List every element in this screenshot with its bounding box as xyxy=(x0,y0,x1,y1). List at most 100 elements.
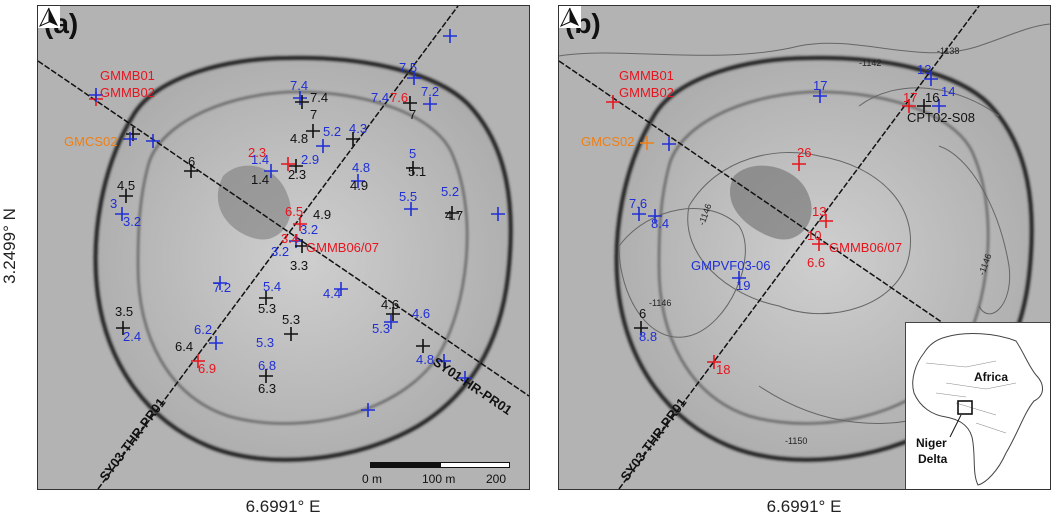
sample-marker xyxy=(458,371,472,385)
value-label: 26 xyxy=(797,145,811,160)
sample-marker xyxy=(437,354,451,368)
sample-marker xyxy=(116,321,130,335)
sample-marker xyxy=(361,403,375,417)
sample-marker xyxy=(89,88,103,102)
value-label: 8.4 xyxy=(651,216,669,231)
label-gmcs02: GMCS02 xyxy=(581,134,634,149)
value-label: 5.3 xyxy=(256,335,274,350)
label-gmmb06-07: GMMB06/07 xyxy=(306,240,379,255)
value-label: 19 xyxy=(736,278,750,293)
label-cpt02-s08: CPT02-S08 xyxy=(907,110,975,125)
sample-marker xyxy=(813,89,827,103)
value-label: 6.3 xyxy=(258,381,276,396)
value-label: 4.8 xyxy=(290,131,308,146)
scale-tick-100: 100 m xyxy=(422,472,456,486)
value-label: 5 xyxy=(409,146,416,161)
value-label: 7 xyxy=(310,107,317,122)
crater-rim xyxy=(93,55,513,462)
sample-marker xyxy=(306,124,320,138)
sample-marker xyxy=(209,336,223,350)
sample-marker xyxy=(924,72,938,86)
sample-marker xyxy=(932,99,946,113)
value-label: 5.2 xyxy=(323,124,341,139)
profile-line-sy03 xyxy=(97,6,459,489)
north-arrow-icon xyxy=(559,6,581,28)
value-label: 10 xyxy=(807,228,821,243)
sample-marker xyxy=(293,217,307,231)
value-label: 5.5 xyxy=(399,189,417,204)
sample-marker xyxy=(404,202,418,216)
label-gmmb01: GMMB01 xyxy=(100,68,155,83)
value-label: 4.7 xyxy=(445,208,463,223)
value-label: 13 xyxy=(917,62,931,77)
value-label: 2.3 xyxy=(288,167,306,182)
sample-marker xyxy=(384,315,398,329)
value-label: 18 xyxy=(716,362,730,377)
sample-marker xyxy=(289,159,303,173)
sample-marker xyxy=(902,99,916,113)
value-label: 3.5 xyxy=(115,304,133,319)
contour-label: -1146 xyxy=(649,298,671,308)
sample-marker xyxy=(123,132,137,146)
sample-markers-b xyxy=(606,72,946,369)
scale-tick-0: 0 m xyxy=(362,472,383,486)
contour-label: -1142 xyxy=(859,58,881,68)
sample-marker xyxy=(732,271,746,285)
sample-marker xyxy=(917,99,931,113)
value-label: 14 xyxy=(941,84,955,99)
map-a-svg: GMMB01 GMMB02 2.3 7.6 6.5 3.4 GMMB06/07 … xyxy=(38,6,529,489)
sample-marker xyxy=(295,239,309,253)
value-label: 2.3 xyxy=(248,145,266,160)
map-panel-b: GMMB01 GMMB02 17 26 13 10 GMMB06/07 6.6 … xyxy=(558,5,1051,490)
value-label: 17 xyxy=(813,78,827,93)
sample-marker xyxy=(648,209,662,223)
sample-marker xyxy=(819,214,833,228)
y-axis-label: 3.2499° N xyxy=(0,208,19,284)
sample-marker xyxy=(443,29,457,43)
inset-label-delta: Delta xyxy=(918,452,948,466)
value-label: 5.3 xyxy=(372,321,390,336)
value-label: 7.6 xyxy=(390,90,408,105)
value-label: 4.4 xyxy=(323,286,341,301)
value-label: 3.4 xyxy=(281,231,299,246)
sample-marker xyxy=(119,189,133,203)
label-gmmb06-07: GMMB06/07 xyxy=(829,240,902,255)
value-label: 7.6 xyxy=(629,196,647,211)
map-panel-a: GMMB01 GMMB02 2.3 7.6 6.5 3.4 GMMB06/07 … xyxy=(37,5,530,490)
value-label: 13 xyxy=(812,204,826,219)
sample-marker xyxy=(351,174,365,188)
sample-marker xyxy=(213,276,227,290)
profile-line-sy03 xyxy=(618,6,980,489)
value-label: 4.6 xyxy=(381,297,399,312)
label-gmmb02: GMMB02 xyxy=(100,85,155,100)
sample-marker xyxy=(316,139,330,153)
value-label: 3.2 xyxy=(123,214,141,229)
value-label: 4.3 xyxy=(349,121,367,136)
scale-tick-200: 200 m xyxy=(486,472,507,489)
inner-rim xyxy=(136,90,469,425)
sample-marker xyxy=(115,207,129,221)
value-label: 7.4 xyxy=(290,78,308,93)
value-label: 4.6 xyxy=(412,306,430,321)
value-label: 7.4 xyxy=(371,90,389,105)
value-label: 6.2 xyxy=(194,322,212,337)
value-label: 6.8 xyxy=(258,358,276,373)
africa-inset-map: Africa Niger Delta xyxy=(905,322,1050,489)
value-label: 6.6 xyxy=(807,255,825,270)
sample-marker xyxy=(640,136,654,150)
value-label: 5.1 xyxy=(408,164,426,179)
sample-marker xyxy=(423,97,437,111)
value-label: 1.4 xyxy=(251,152,269,167)
sample-marker xyxy=(334,282,348,296)
sample-marker xyxy=(191,354,205,368)
profile-line-sy01 xyxy=(38,60,529,397)
profile-line-sy01 xyxy=(559,60,1050,397)
sample-marker xyxy=(812,237,826,251)
central-depression xyxy=(729,165,812,240)
inset-label-niger: Niger xyxy=(916,436,947,450)
value-label: 7.5 xyxy=(399,60,417,75)
sample-marker xyxy=(346,132,360,146)
value-label: 7.4 xyxy=(310,90,328,105)
crater-body xyxy=(95,57,511,460)
sample-marker xyxy=(184,164,198,178)
